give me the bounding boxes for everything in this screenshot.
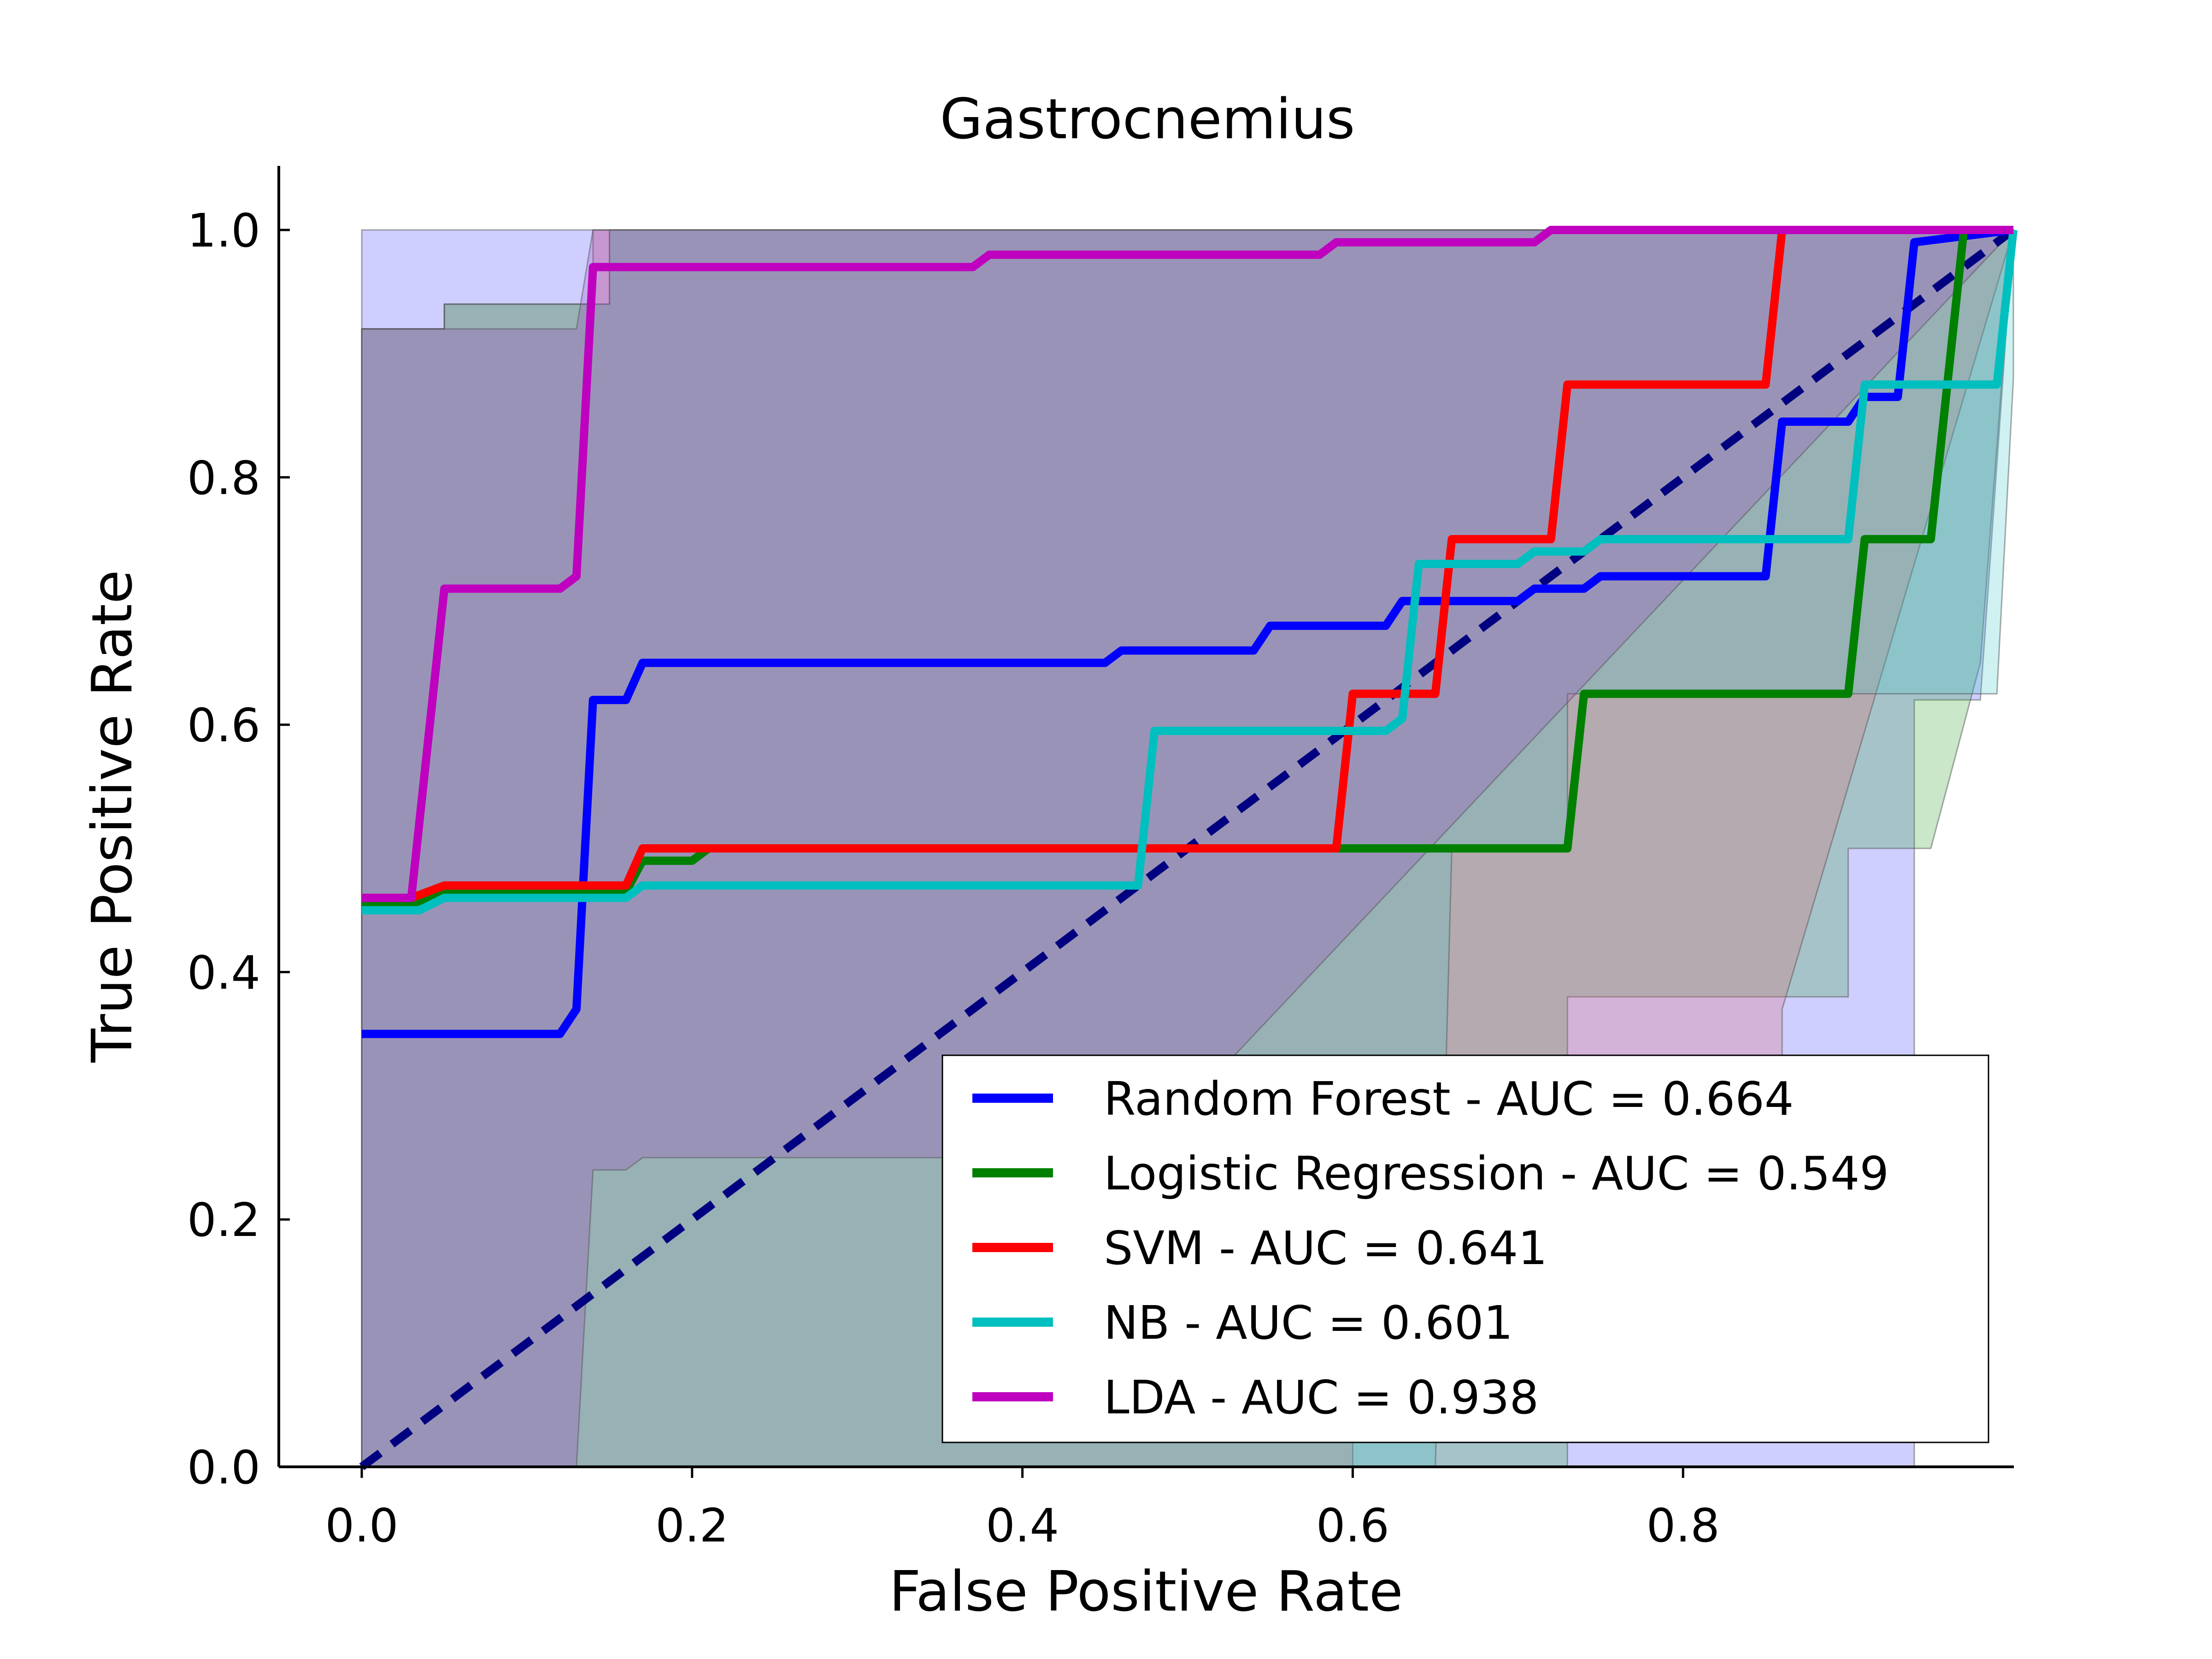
- x-tick-label: 0.2: [655, 1499, 729, 1553]
- y-tick-label: 0.4: [187, 946, 260, 1000]
- legend-label-1: Logistic Regression - AUC = 0.549: [1104, 1147, 1889, 1200]
- roc-curve-3: [362, 229, 2018, 915]
- legend-frame: [941, 1054, 1989, 1443]
- legend-label-3: NB - AUC = 0.601: [1104, 1296, 1513, 1350]
- y-ticks: 0.0 0.2 0.4 0.6 0.8 1.0: [187, 204, 290, 1494]
- y-tick-label: 0.6: [187, 699, 260, 753]
- roc-curve-0: [362, 226, 2014, 1038]
- roc-curves: [362, 226, 2018, 1038]
- legend-label-4: LDA - AUC = 0.938: [1104, 1371, 1539, 1424]
- x-tick-label: 0.6: [1316, 1499, 1389, 1553]
- x-tick-label: 0.0: [325, 1499, 398, 1553]
- y-tick-label: 0.0: [187, 1441, 260, 1494]
- roc-curve-4: [362, 226, 2013, 902]
- legend: Random Forest - AUC = 0.664 Logistic Regr…: [941, 1054, 1989, 1443]
- x-ticks: 0.0 0.2 0.4 0.6 0.8: [325, 1467, 1720, 1553]
- y-tick-label: 0.2: [187, 1193, 260, 1247]
- x-axis-label: False Positive Rate: [889, 1560, 1403, 1624]
- chart-title: Gastrocnemius: [940, 88, 1355, 152]
- y-tick-label: 0.8: [187, 451, 260, 505]
- legend-items: Random Forest - AUC = 0.664 Logistic Regr…: [972, 1072, 1889, 1424]
- y-axis-label: True Positive Rate: [81, 570, 145, 1063]
- x-tick-label: 0.8: [1647, 1499, 1720, 1553]
- legend-label-2: SVM - AUC = 0.641: [1104, 1221, 1547, 1275]
- y-tick-label: 1.0: [187, 204, 260, 258]
- roc-curve-2: [362, 226, 2013, 902]
- legend-label-0: Random Forest - AUC = 0.664: [1104, 1072, 1794, 1126]
- x-tick-label: 0.4: [986, 1499, 1059, 1553]
